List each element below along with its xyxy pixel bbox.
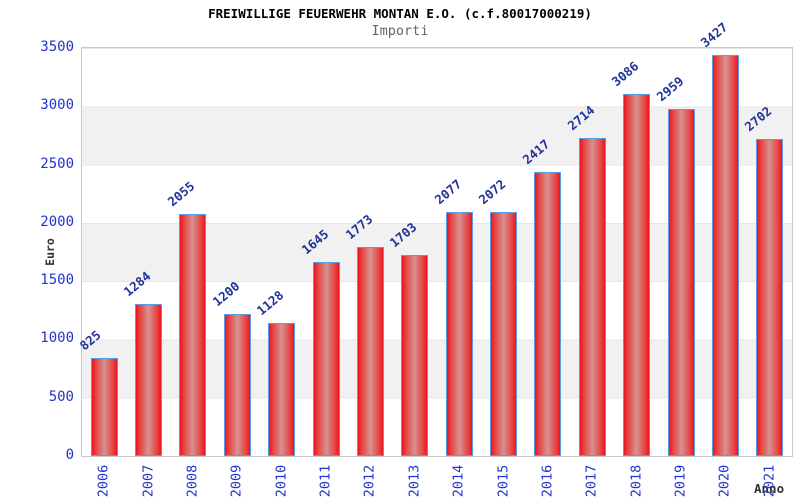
bar <box>268 323 295 456</box>
x-tick-label: 2010 <box>259 459 303 500</box>
x-tick-label-text: 2018 <box>627 464 644 498</box>
y-tick-label: 3500 <box>40 39 74 55</box>
y-axis-title-text: Euro <box>42 238 57 266</box>
bar <box>756 139 783 456</box>
y-tick-label: 1500 <box>40 272 74 288</box>
x-tick-label-text: 2006 <box>94 464 111 498</box>
bar <box>91 358 118 456</box>
x-tick-label: 2014 <box>436 459 480 500</box>
bar <box>179 214 206 456</box>
bar <box>534 172 561 456</box>
bar <box>401 255 428 456</box>
bar <box>668 109 695 456</box>
bar <box>357 247 384 456</box>
chart-title: FREIWILLIGE FEUERWEHR MONTAN E.O. (c.f.8… <box>208 6 592 21</box>
x-tick-label-text: 2020 <box>715 464 732 498</box>
x-tick-label-text: 2011 <box>316 464 333 498</box>
bar <box>490 212 517 456</box>
x-tick-label: 2015 <box>481 459 525 500</box>
y-tick-label: 3000 <box>40 97 74 113</box>
x-tick-label-text: 2015 <box>494 464 511 498</box>
x-tick-label-text: 2016 <box>538 464 555 498</box>
y-tick-label: 1000 <box>40 330 74 346</box>
bar <box>712 55 739 456</box>
x-tick-label-text: 2009 <box>227 464 244 498</box>
y-tick-label: 500 <box>48 389 74 405</box>
bar <box>313 262 340 456</box>
x-tick-label-text: 2019 <box>671 464 688 498</box>
x-tick-label: 2019 <box>658 459 702 500</box>
bar <box>135 304 162 456</box>
x-tick-label: 2017 <box>569 459 613 500</box>
bar <box>446 212 473 456</box>
x-tick-label: 2020 <box>702 459 746 500</box>
bar <box>579 138 606 456</box>
x-tick-label-text: 2007 <box>139 464 156 498</box>
bar <box>224 314 251 456</box>
x-tick-label-text: 2017 <box>582 464 599 498</box>
x-tick-label: 2011 <box>303 459 347 500</box>
x-tick-label: 2016 <box>525 459 569 500</box>
x-tick-label: 2012 <box>347 459 391 500</box>
x-tick-label-text: 2012 <box>360 464 377 498</box>
x-tick-label-text: 2021 <box>760 464 777 498</box>
x-tick-label-text: 2013 <box>405 464 422 498</box>
x-tick-label: 2009 <box>214 459 258 500</box>
y-tick-label: 2500 <box>40 156 74 172</box>
y-tick-label: 2000 <box>40 214 74 230</box>
x-tick-label-text: 2010 <box>272 464 289 498</box>
x-tick-label: 2021 <box>747 459 791 500</box>
x-tick-label: 2018 <box>614 459 658 500</box>
x-tick-label-text: 2008 <box>183 464 200 498</box>
x-axis-title: Anno <box>754 481 785 496</box>
y-axis-title: Euro <box>36 231 64 273</box>
x-tick-label-text: 2014 <box>449 464 466 498</box>
x-tick-label: 2013 <box>392 459 436 500</box>
bar <box>623 94 650 456</box>
y-tick-label: 0 <box>65 447 74 463</box>
x-tick-label: 2007 <box>126 459 170 500</box>
x-tick-label: 2006 <box>81 459 125 500</box>
plot-area <box>81 47 793 457</box>
x-tick-label: 2008 <box>170 459 214 500</box>
chart-subtitle: Importi <box>371 23 429 39</box>
